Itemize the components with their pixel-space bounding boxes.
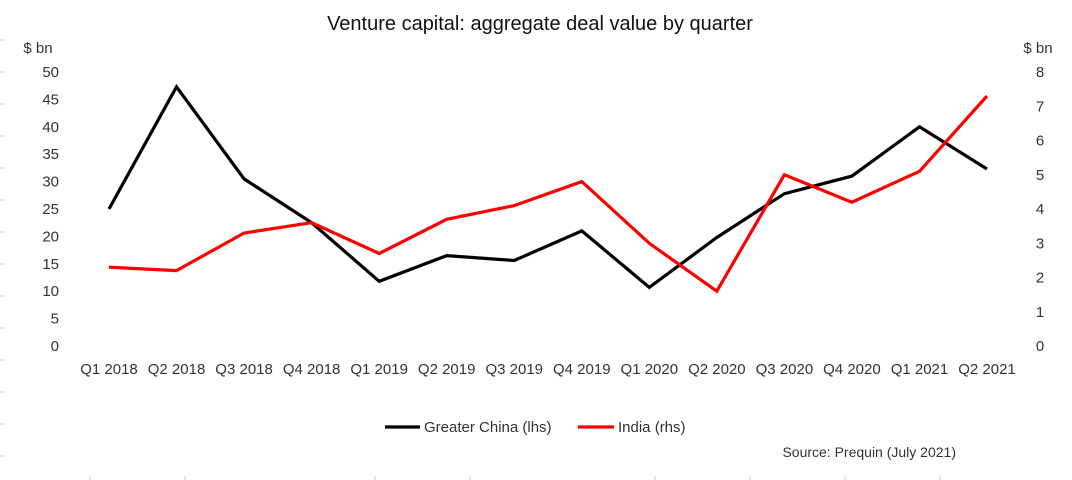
left-tick-label: 35 [42,146,59,163]
right-tick-label: 7 [1036,98,1044,115]
x-tick-label: Q2 2021 [958,361,1016,378]
x-tick-label: Q4 2019 [553,361,611,378]
series-line-india [108,94,989,294]
right-tick-label: 8 [1036,64,1044,81]
left-tick-label: 0 [51,338,59,355]
left-tick-label: 25 [42,201,59,218]
x-tick-label: Q1 2021 [891,361,949,378]
edge-tick-marks [0,39,941,480]
x-tick-label: Q3 2018 [215,361,273,378]
series-line-greater-china [107,83,988,290]
left-axis-unit: $ bn [23,40,52,57]
left-tick-label: 40 [42,119,59,136]
chart-title: Venture capital: aggregate deal value by… [327,13,753,35]
left-tick-label: 10 [42,283,59,300]
source-note: Source: Prequin (July 2021) [782,444,956,460]
left-tick-label: 20 [42,228,59,245]
right-tick-label: 4 [1036,201,1044,218]
right-axis-unit: $ bn [1023,40,1052,57]
series-lines [107,83,989,294]
left-tick-label: 5 [51,311,59,328]
x-tick-label: Q1 2018 [80,361,138,378]
left-tick-label: 15 [42,256,59,273]
left-tick-label: 30 [42,174,59,191]
right-tick-label: 6 [1036,133,1044,150]
x-tick-label: Q1 2020 [621,361,679,378]
x-tick-label: Q3 2019 [485,361,543,378]
right-tick-label: 2 [1036,270,1044,287]
legend-label: Greater China (lhs) [424,419,552,436]
right-axis: 0 1 2 3 4 5 6 7 8 [1036,64,1044,355]
x-tick-label: Q4 2018 [283,361,341,378]
left-axis: 0 5 10 15 20 25 30 35 40 45 50 [42,64,59,355]
right-tick-label: 0 [1036,338,1044,355]
x-axis: Q1 2018 Q2 2018 Q3 2018 Q4 2018 Q1 2019 Q2 20… [80,361,1016,378]
x-tick-label: Q4 2020 [823,361,881,378]
left-tick-label: 50 [42,64,59,81]
legend-label: India (rhs) [618,419,686,436]
legend: Greater China (lhs) India (rhs) [385,419,686,436]
left-tick-label: 45 [42,91,59,108]
x-tick-label: Q1 2019 [350,361,408,378]
right-tick-label: 1 [1036,304,1044,321]
x-tick-label: Q3 2020 [756,361,814,378]
x-tick-label: Q2 2020 [688,361,746,378]
right-tick-label: 5 [1036,167,1044,184]
right-tick-label: 3 [1036,235,1044,252]
x-tick-label: Q2 2018 [148,361,206,378]
x-tick-label: Q2 2019 [418,361,476,378]
